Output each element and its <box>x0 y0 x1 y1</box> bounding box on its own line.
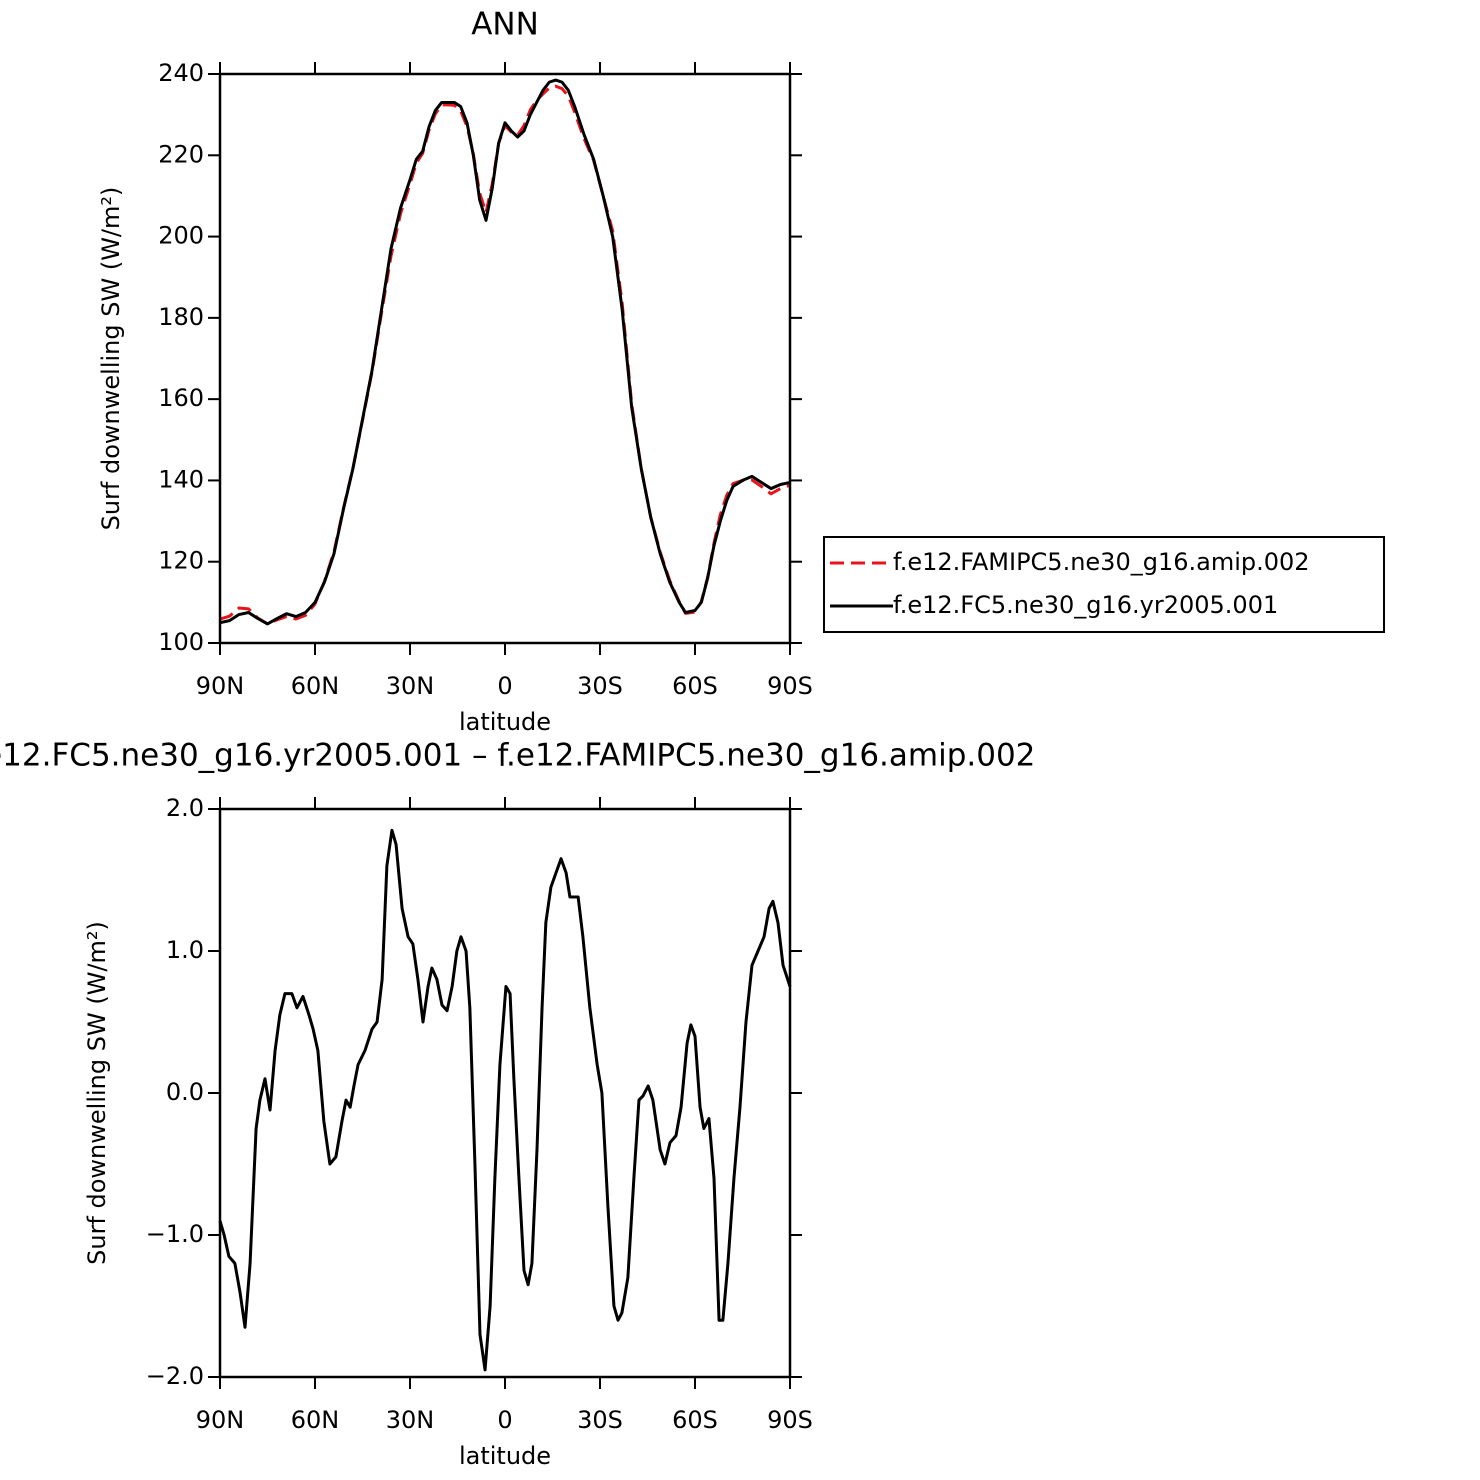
y-tick-label: 240 <box>158 59 204 87</box>
x-tick-label: 30S <box>577 672 623 700</box>
y-tick-label: 180 <box>158 303 204 331</box>
y-tick-label: 220 <box>158 140 204 168</box>
legend-label: f.e12.FAMIPC5.ne30_g16.amip.002 <box>893 548 1310 576</box>
plot-frame <box>218 72 792 645</box>
x-tick-label: 90S <box>767 1406 813 1434</box>
x-axis-label: latitude <box>459 708 551 736</box>
x-tick-label: 30N <box>386 672 435 700</box>
y-axis-label: Surf downwelling SW (W/m²) <box>83 921 111 1265</box>
y-tick-label: 120 <box>158 547 204 575</box>
chart-title: f.e12.FC5.ne30_g16.yr2005.001 – f.e12.FA… <box>0 738 1035 774</box>
y-tick-label: 0.0 <box>166 1078 204 1106</box>
legend: f.e12.FAMIPC5.ne30_g16.amip.002 f.e12.FC5… <box>823 536 1385 633</box>
y-tick-label: 100 <box>158 628 204 656</box>
chart-title: ANN <box>471 7 539 43</box>
x-tick-label: 0 <box>497 672 512 700</box>
y-tick-label: 1.0 <box>166 936 204 964</box>
x-tick-label: 90S <box>767 672 813 700</box>
y-tick-label: 2.0 <box>166 794 204 822</box>
x-axis-label: latitude <box>459 1442 551 1470</box>
x-tick-label: 0 <box>497 1406 512 1434</box>
y-tick-label: 200 <box>158 222 204 250</box>
x-tick-label: 60S <box>672 1406 718 1434</box>
y-tick-label: −1.0 <box>146 1220 204 1248</box>
plot-frame <box>218 807 792 1379</box>
data-line <box>218 828 792 1372</box>
y-tick-label: 160 <box>158 384 204 412</box>
x-tick-label: 30S <box>577 1406 623 1434</box>
x-tick-label: 30N <box>386 1406 435 1434</box>
x-tick-label: 90N <box>196 1406 245 1434</box>
data-line <box>219 84 791 626</box>
x-tick-label: 90N <box>196 672 245 700</box>
x-tick-label: 60N <box>291 1406 340 1434</box>
x-tick-label: 60S <box>672 672 718 700</box>
data-line <box>219 78 791 626</box>
y-axis-label: Surf downwelling SW (W/m²) <box>97 187 125 531</box>
y-tick-label: 140 <box>158 465 204 493</box>
legend-label: f.e12.FC5.ne30_g16.yr2005.001 <box>893 591 1278 619</box>
y-tick-label: −2.0 <box>146 1362 204 1390</box>
legend-box <box>823 536 1385 633</box>
x-tick-label: 60N <box>291 672 340 700</box>
